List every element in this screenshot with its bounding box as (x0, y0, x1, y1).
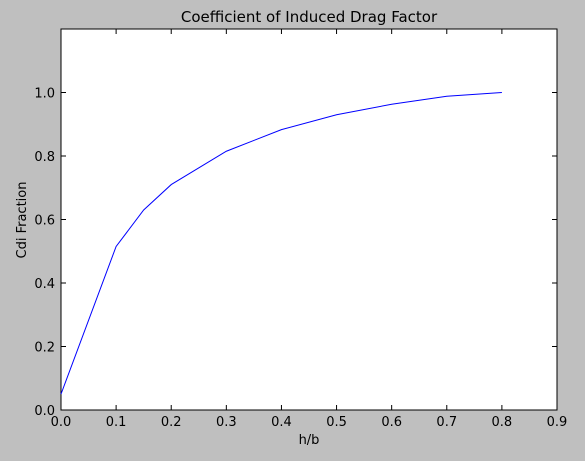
x-tick-label: 0.8 (492, 415, 513, 430)
chart-title: Coefficient of Induced Drag Factor (181, 8, 438, 26)
x-tick-label: 0.7 (436, 415, 457, 430)
y-axis-label: Cdi Fraction (15, 182, 30, 259)
y-tick-label: 0.4 (34, 277, 55, 292)
series-line (60, 92, 502, 395)
x-axis-label: h/b (299, 433, 320, 448)
y-tick-label: 0.8 (34, 150, 55, 165)
x-tick-label: 0.3 (216, 415, 237, 430)
x-axis-ticks: 0.0 0.1 0.2 0.3 0.4 0.5 0.6 0.7 0.8 0.9 (51, 29, 568, 430)
y-tick-label: 0.6 (34, 214, 55, 229)
y-tick-label: 0.2 (34, 341, 55, 356)
y-tick-label: 0.0 (34, 404, 55, 419)
x-tick-label: 0.4 (271, 415, 292, 430)
x-tick-label: 0.9 (547, 415, 568, 430)
plot-area (60, 28, 558, 411)
x-tick-label: 0.2 (161, 415, 182, 430)
y-tick-label: 1.0 (34, 87, 55, 102)
x-tick-label: 0.5 (326, 415, 347, 430)
x-tick-label: 0.6 (381, 415, 402, 430)
x-tick-label: 0.0 (51, 415, 72, 430)
x-tick-label: 0.1 (106, 415, 127, 430)
series-group (60, 92, 502, 395)
y-axis-ticks: 0.0 0.2 0.4 0.6 0.8 1.0 (34, 87, 557, 419)
